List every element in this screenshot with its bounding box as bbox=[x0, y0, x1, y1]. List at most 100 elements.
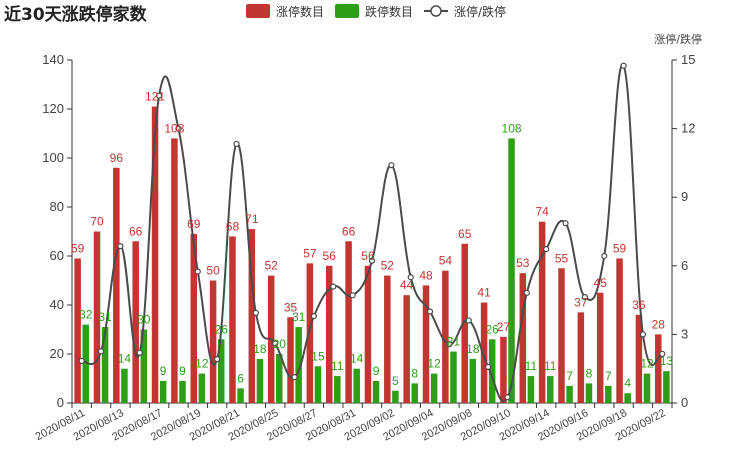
bar-up bbox=[616, 258, 623, 403]
legend-swatch-up bbox=[246, 4, 270, 18]
bar-up-label: 108 bbox=[164, 121, 184, 135]
bar-up-label: 55 bbox=[555, 251, 569, 265]
bar-down-label: 9 bbox=[373, 364, 380, 378]
legend-item-ratio[interactable]: 涨停/跌停 bbox=[424, 4, 506, 19]
bar-up-label: 44 bbox=[400, 278, 414, 292]
bar-down bbox=[643, 373, 651, 403]
ratio-point bbox=[214, 355, 221, 363]
bar-down-label: 20 bbox=[273, 337, 287, 351]
ratio-point bbox=[620, 62, 627, 69]
bar-down bbox=[121, 368, 128, 403]
bar-down bbox=[508, 138, 515, 403]
bar-up bbox=[655, 334, 662, 403]
bar-down-label: 26 bbox=[215, 322, 229, 336]
ratio-point bbox=[368, 257, 376, 264]
bar-down bbox=[663, 371, 670, 403]
bar-up-label: 52 bbox=[381, 259, 395, 273]
ratio-point bbox=[194, 268, 201, 275]
bar-up bbox=[190, 233, 198, 403]
bar-up bbox=[151, 106, 159, 404]
bar-down-label: 13 bbox=[660, 354, 674, 368]
bar-down bbox=[411, 383, 419, 403]
bar-down bbox=[82, 324, 89, 403]
ratio-point bbox=[562, 220, 569, 227]
bar-down-label: 8 bbox=[586, 366, 593, 380]
bar-up-label: 53 bbox=[516, 256, 530, 270]
bar-up-label: 96 bbox=[110, 151, 124, 165]
bar-up bbox=[384, 275, 391, 403]
ratio-point bbox=[659, 350, 666, 357]
ratio-point bbox=[272, 340, 279, 347]
bar-up-label: 59 bbox=[613, 241, 627, 255]
bar-up-label: 66 bbox=[129, 224, 143, 238]
bar-up bbox=[287, 317, 294, 403]
bar-up bbox=[480, 302, 488, 403]
bar-down-label: 15 bbox=[311, 349, 325, 363]
y-left-tick-label: 60 bbox=[50, 248, 64, 263]
bar-up-label: 36 bbox=[632, 298, 646, 312]
ratio-point bbox=[233, 140, 240, 148]
right-axis-name: 涨停/跌停 bbox=[654, 32, 702, 46]
bar-up bbox=[461, 243, 468, 403]
legend-item-up[interactable]: 涨停数目 bbox=[246, 4, 324, 19]
bar-down-label: 30 bbox=[137, 313, 151, 327]
bar-up-label: 74 bbox=[535, 205, 549, 219]
bar-up bbox=[132, 241, 139, 403]
bar-up bbox=[229, 236, 236, 403]
bar-down-label: 31 bbox=[98, 310, 112, 324]
bar-up bbox=[345, 241, 352, 403]
bar-down bbox=[372, 380, 380, 403]
bar-down bbox=[430, 373, 438, 403]
bar-down bbox=[605, 385, 612, 403]
bar-up-label: 56 bbox=[361, 249, 375, 263]
bar-up-label: 70 bbox=[90, 215, 104, 229]
bar-up bbox=[519, 273, 527, 403]
bar-up bbox=[635, 314, 643, 403]
bar-down bbox=[624, 393, 631, 403]
ratio-point bbox=[543, 246, 550, 253]
ratio-point bbox=[504, 394, 511, 401]
bar-down bbox=[585, 383, 593, 403]
ratio-point bbox=[175, 125, 182, 132]
bar-down-label: 26 bbox=[485, 322, 499, 336]
bar-up-label: 121 bbox=[145, 90, 165, 104]
bar-up-label: 37 bbox=[574, 295, 588, 309]
ratio-point bbox=[426, 308, 434, 315]
bar-down bbox=[566, 385, 573, 403]
bar-down-label: 18 bbox=[466, 342, 480, 356]
bar-down-label: 8 bbox=[411, 366, 418, 380]
bar-down-label: 9 bbox=[179, 364, 186, 378]
bar-up-label: 59 bbox=[71, 241, 85, 255]
bar-up-label: 71 bbox=[245, 212, 259, 226]
legend-item-down[interactable]: 跌停数目 bbox=[335, 4, 413, 19]
ratio-point bbox=[601, 252, 608, 260]
y-left-tick-label: 0 bbox=[57, 395, 64, 410]
ratio-point bbox=[330, 283, 337, 290]
legend-label-ratio: 涨停/跌停 bbox=[454, 4, 506, 19]
bar-down bbox=[140, 329, 148, 403]
legend: 涨停数目 跌停数目 涨停/跌停 bbox=[246, 4, 506, 19]
bar-down bbox=[488, 339, 496, 403]
ratio-point bbox=[388, 162, 395, 169]
bar-down-label: 9 bbox=[160, 364, 167, 378]
bar-down bbox=[217, 339, 225, 403]
bar-down-label: 11 bbox=[525, 359, 538, 373]
y-left-tick-label: 120 bbox=[42, 101, 64, 116]
bar-down bbox=[392, 390, 399, 403]
bar-down-label: 18 bbox=[253, 342, 267, 356]
ratio-point bbox=[310, 313, 318, 320]
bar-up bbox=[538, 221, 546, 403]
bar-down bbox=[546, 376, 554, 403]
y-right-tick-label: 12 bbox=[681, 121, 695, 136]
bar-up-label: 28 bbox=[652, 317, 666, 331]
ratio-line bbox=[81, 63, 664, 403]
ratio-point bbox=[407, 274, 414, 281]
ratio-point bbox=[639, 331, 647, 338]
bar-down-label: 7 bbox=[605, 369, 612, 383]
bar-up-label: 69 bbox=[187, 217, 201, 231]
bar-down bbox=[527, 376, 535, 403]
bar-up bbox=[442, 270, 449, 403]
bar-down bbox=[353, 368, 360, 403]
bar-down-label: 14 bbox=[118, 352, 132, 366]
